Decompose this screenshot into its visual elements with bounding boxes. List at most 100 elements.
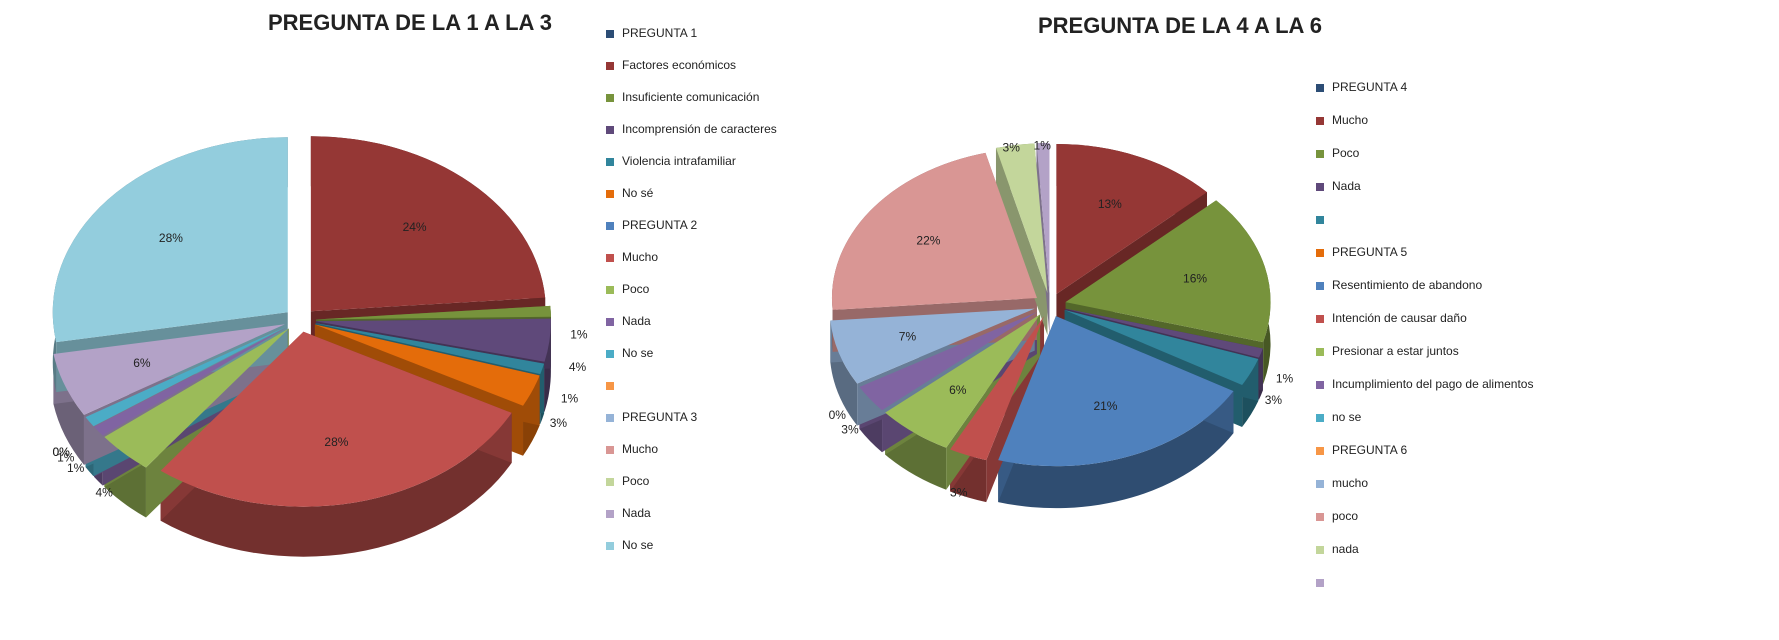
data-label: 6% [133,356,151,370]
data-label: 1% [1034,138,1052,152]
data-label: 28% [324,435,348,449]
data-labels: 13%16%1%3%21%3%6%3%0%7%22%3% 1% [829,138,1294,499]
legend-swatch [1316,117,1324,125]
data-label: 28% [159,231,183,245]
slice [830,308,1035,384]
legend-label: Incumplimiento del pago de alimentos [1332,377,1533,391]
chart-title: PREGUNTA DE LA 1 A LA 3 [268,10,552,35]
legend-swatch [1316,579,1324,587]
data-label: 13% [1098,197,1122,211]
legend-swatch [1316,381,1324,389]
slice-side [832,152,1037,352]
data-label: 1% [67,461,85,475]
data-label: 3% [1003,140,1021,154]
data-label: 3% [950,485,968,499]
data-label: 7% [899,330,917,344]
legend-swatch [1316,216,1324,224]
data-label: 3% [550,416,568,430]
data-label: 3% [1265,393,1283,407]
slice [998,316,1234,467]
legend-label: Intención de causar daño [1332,311,1467,325]
data-label: 1% [1276,372,1294,386]
legend-label: PREGUNTA 1 [622,26,697,40]
data-label: 6% [949,383,967,397]
legend-label: Factores económicos [622,58,736,72]
legend-swatch [1316,249,1324,257]
slice [1065,200,1271,343]
legend-swatch [606,382,614,390]
legend-label: Mucho [1332,113,1368,127]
legend-swatch [606,510,614,518]
legend-swatch [606,62,614,70]
slice [1064,309,1259,385]
legend-swatch [1316,447,1324,455]
slice [1056,144,1208,295]
data-label: 0% [829,408,847,422]
legend-label: Resentimiento de abandono [1332,278,1482,292]
data-label: 16% [1183,271,1207,285]
data-label: 21% [1093,399,1117,413]
legend-label: Incomprensión de caracteres [622,122,777,136]
legend-label: No se [622,346,654,360]
legend-swatch [1316,348,1324,356]
legend-label: poco [1332,509,1358,523]
legend-label: Mucho [622,250,658,264]
legend-label: No se [622,538,654,552]
legend-label: Poco [1332,146,1360,160]
slice [315,305,551,320]
slice [104,328,289,468]
data-label: 22% [916,234,940,248]
legend-swatch [1316,84,1324,92]
legend-label: PREGUNTA 2 [622,218,697,232]
legend-label: Violencia intrafamiliar [622,154,736,168]
legend-label: Mucho [622,442,658,456]
legend-swatch [1316,480,1324,488]
legend-swatch [606,350,614,358]
data-label: 4% [95,485,113,499]
legend-swatch [606,254,614,262]
slice-side [56,137,288,393]
slice [53,324,286,415]
slice [315,323,545,375]
legend-label: Nada [622,506,651,520]
slice-side [310,136,546,362]
slices [52,136,551,507]
data-label: 0% [52,445,70,459]
slice-side [830,320,858,426]
legend-swatch [606,190,614,198]
legend-swatch [1316,546,1324,554]
slice [310,136,546,312]
legend-label: Presionar a estar juntos [1332,344,1459,358]
legend-label: PREGUNTA 5 [1332,245,1407,259]
slice [94,327,288,436]
legend-swatch [606,94,614,102]
legend-label: Insuficiente comunicación [622,90,759,104]
slice [995,143,1048,294]
data-label: 4% [569,360,587,374]
data-label: 3% [841,423,859,437]
chart-title: PREGUNTA DE LA 4 A LA 6 [1038,13,1322,38]
legend-swatch [606,222,614,230]
legend-swatch [606,30,614,38]
slice [85,326,287,427]
data-label: 1% [570,327,588,341]
legend-label: PREGUNTA 6 [1332,443,1407,457]
legend-label: Nada [1332,179,1361,193]
slices [830,143,1271,467]
data-label: 1% [57,450,75,464]
slice [885,314,1041,448]
legend-swatch [1316,150,1324,158]
slice [1036,143,1050,294]
legend-swatch [606,542,614,550]
slice [160,331,512,507]
slice-side [160,412,512,557]
data-label: 0% [52,445,70,459]
slice [859,311,1037,411]
slice [831,152,1037,310]
legend-swatch [606,126,614,134]
legend-swatch [1316,282,1324,290]
slice [1065,308,1263,358]
data-label: 1% [561,392,579,406]
legend-label: No sé [622,186,654,200]
